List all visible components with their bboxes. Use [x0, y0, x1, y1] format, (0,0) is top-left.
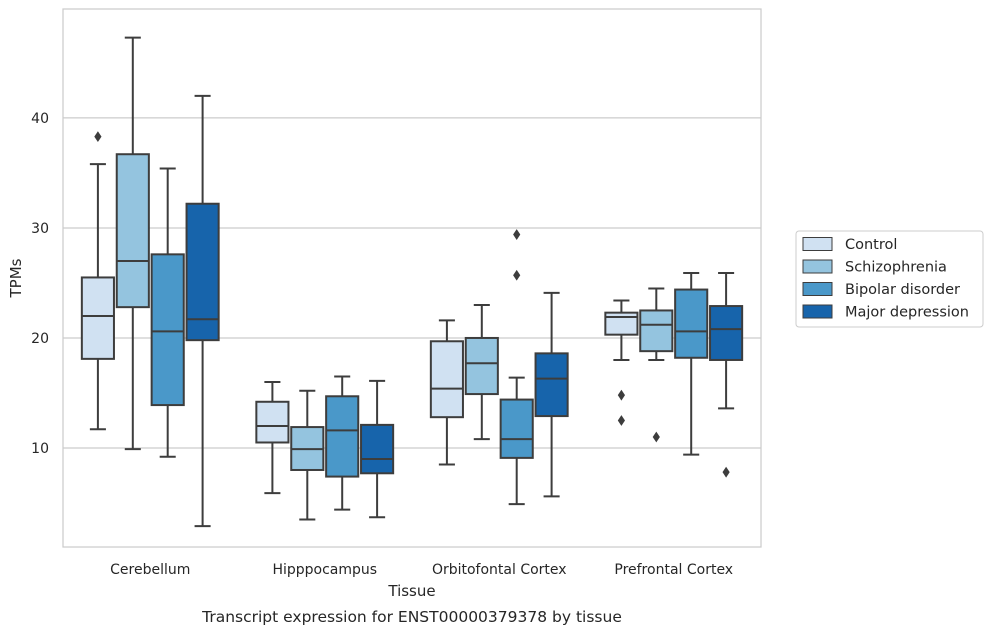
outlier-marker-0 — [513, 269, 521, 281]
box-body — [325, 395, 360, 478]
box-body — [360, 423, 395, 475]
y-tick-label-30: 30 — [31, 221, 49, 237]
series-schizophrenia — [115, 36, 674, 521]
box-body — [464, 336, 499, 396]
outlier-marker-0 — [652, 431, 660, 443]
legend-item-1: Schizophrenia — [802, 259, 947, 276]
x-tick-label-2: Orbitofontal Cortex — [432, 562, 567, 578]
legend-swatch — [802, 282, 833, 296]
y-tick-label-10: 10 — [31, 441, 49, 457]
box-2-1 — [464, 303, 499, 441]
box-body — [255, 400, 290, 444]
series-major-depression — [185, 94, 744, 528]
box-body — [674, 288, 709, 359]
box-0-3 — [185, 94, 220, 528]
x-axis-label: Tissue — [387, 582, 435, 600]
legend-frame — [795, 230, 984, 328]
x-tick-label-1: Hipppocampus — [272, 562, 377, 578]
outlier-marker-0 — [722, 466, 730, 478]
box-3-1 — [639, 287, 674, 443]
box-body — [429, 340, 464, 419]
outlier-marker-0 — [94, 131, 102, 143]
box-2-3 — [534, 291, 569, 498]
box-3-3 — [709, 272, 744, 478]
chart-caption: Transcript expression for ENST0000037937… — [201, 608, 622, 626]
box-1-0 — [255, 380, 290, 495]
y-tick-label-20: 20 — [31, 331, 49, 347]
box-body — [499, 398, 534, 459]
legend-label: Major depression — [845, 305, 969, 321]
plot-area-frame — [62, 8, 762, 548]
box-1-1 — [290, 389, 325, 521]
legend-label: Schizophrenia — [845, 260, 947, 276]
outlier-marker-0 — [617, 389, 625, 401]
box-2-2 — [499, 229, 534, 506]
box-body — [185, 202, 220, 342]
box-1-2 — [325, 375, 360, 511]
box-body — [80, 276, 115, 360]
box-body — [709, 305, 744, 361]
x-tick-label-0: Cerebellum — [110, 562, 190, 578]
box-body — [604, 311, 639, 336]
legend-swatch — [802, 259, 833, 274]
box-body — [115, 153, 150, 309]
outlier-marker-1 — [617, 415, 625, 426]
legend-swatch — [802, 304, 833, 319]
x-tick-labels: Cerebellum Hipppocampus Orbitofontal Corte… — [110, 562, 733, 578]
y-axis-label: TPMs — [7, 258, 25, 298]
outlier-marker-1 — [513, 229, 521, 240]
box-0-0 — [80, 131, 115, 431]
box-body — [150, 253, 185, 407]
legend-label: Bipolar disorder — [845, 282, 960, 298]
box-0-2 — [150, 167, 185, 458]
y-tick-label-40: 40 — [31, 111, 49, 127]
box-body — [534, 352, 569, 418]
x-tick-label-3: Prefrontal Cortex — [614, 562, 733, 578]
legend-item-2: Bipolar disorder — [802, 282, 960, 298]
series-control — [80, 131, 639, 495]
series-bipolar-disorder — [150, 167, 709, 511]
box-series — [80, 36, 744, 528]
legend-swatch — [802, 237, 833, 251]
box-2-0 — [429, 319, 464, 466]
legend-item-3: Major depression — [802, 304, 969, 321]
box-3-2 — [674, 272, 709, 456]
box-3-0 — [604, 299, 639, 426]
y-tick-labels: 10 20 30 40 — [31, 111, 49, 457]
legend: Control Schizophrenia Bipolar disorder Majo… — [795, 230, 984, 328]
box-1-3 — [360, 379, 395, 519]
legend-item-0: Control — [802, 237, 897, 253]
box-0-1 — [115, 36, 150, 451]
box-body — [639, 309, 674, 353]
legend-label: Control — [845, 237, 897, 253]
